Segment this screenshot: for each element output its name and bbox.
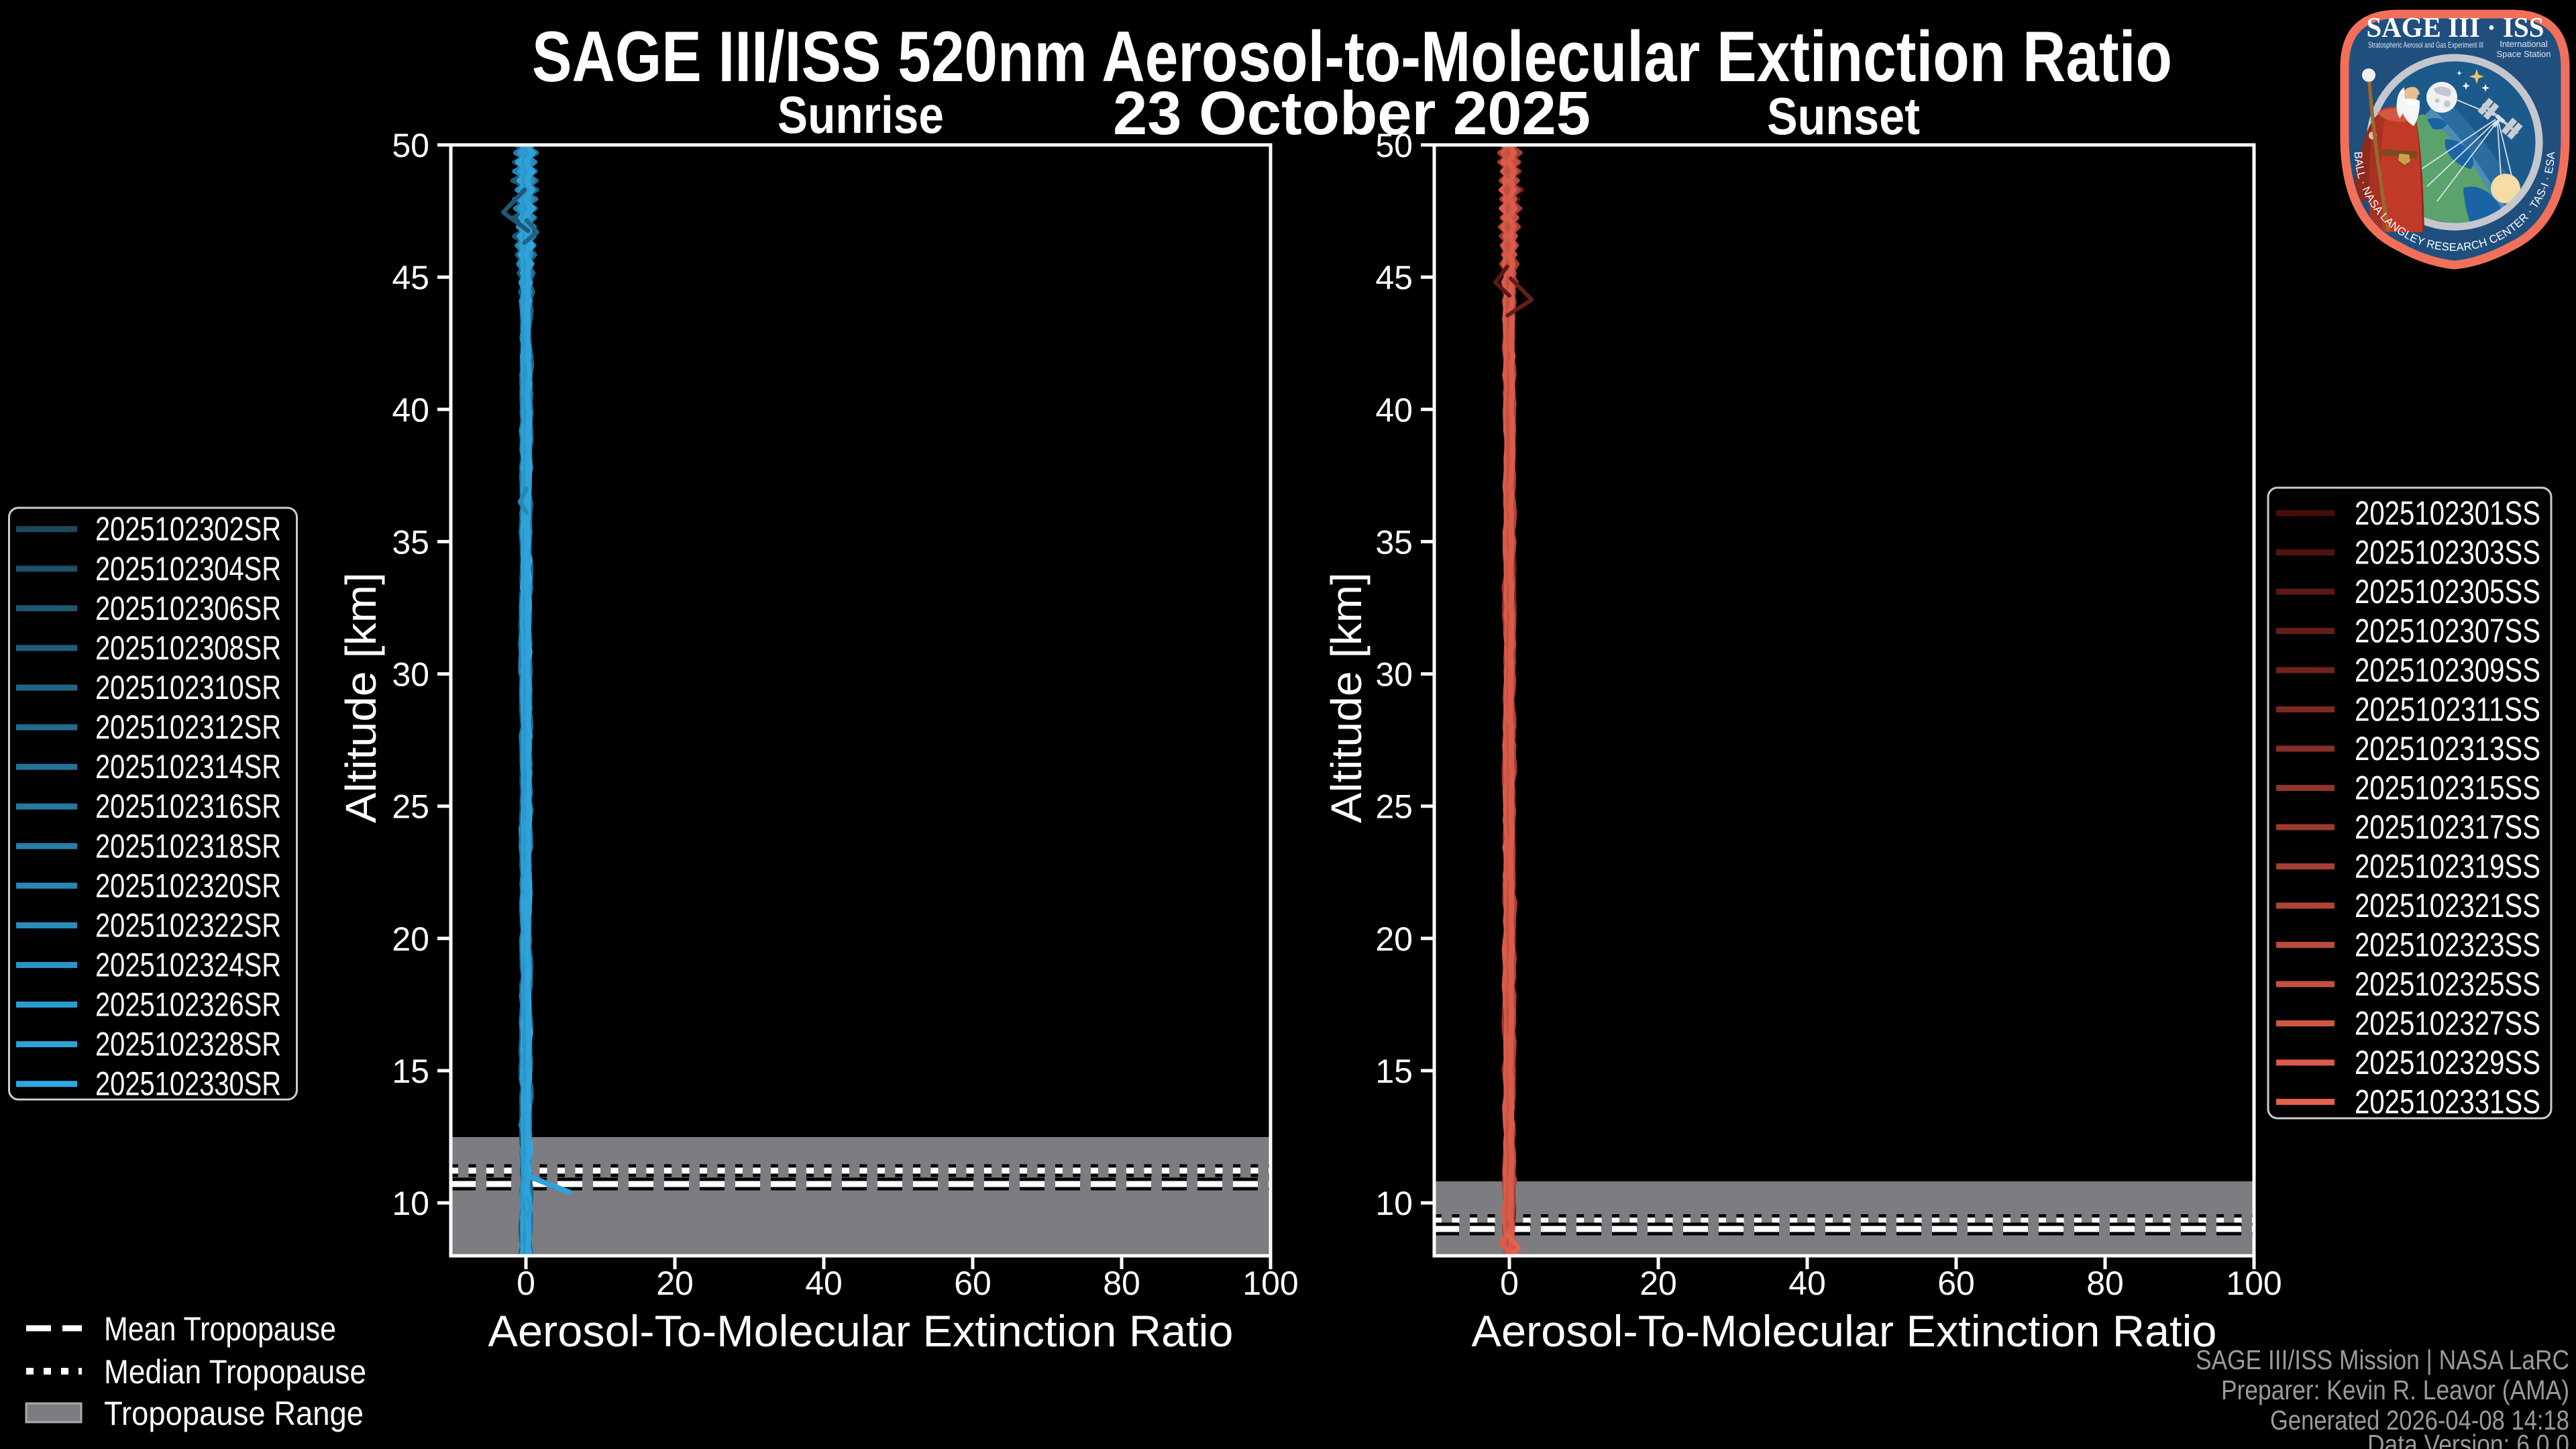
svg-text:50: 50: [1375, 127, 1413, 164]
svg-text:Altitude [km]: Altitude [km]: [1322, 572, 1371, 823]
svg-text:15: 15: [392, 1053, 429, 1090]
svg-text:2025102311SS: 2025102311SS: [2355, 691, 2540, 729]
svg-text:2025102313SS: 2025102313SS: [2355, 730, 2540, 767]
svg-text:40: 40: [1788, 1265, 1826, 1302]
svg-text:80: 80: [2086, 1265, 2124, 1302]
svg-text:40: 40: [1375, 391, 1413, 429]
svg-text:2025102323SS: 2025102323SS: [2355, 926, 2540, 964]
svg-text:2025102306SR: 2025102306SR: [95, 590, 281, 627]
svg-text:SAGE III · ISS: SAGE III · ISS: [2367, 13, 2544, 44]
svg-text:60: 60: [954, 1265, 991, 1302]
svg-text:Data Version: 6.0.0: Data Version: 6.0.0: [2367, 1429, 2569, 1449]
svg-text:2025102305SS: 2025102305SS: [2355, 573, 2540, 610]
svg-text:20: 20: [392, 920, 429, 958]
svg-text:Stratospheric Aerosol and Gas: Stratospheric Aerosol and Gas Experiment…: [2368, 40, 2483, 50]
svg-text:2025102309SS: 2025102309SS: [2355, 651, 2540, 689]
svg-text:Space Station: Space Station: [2497, 49, 2551, 59]
svg-text:40: 40: [392, 391, 429, 429]
svg-text:2025102315SS: 2025102315SS: [2355, 769, 2540, 807]
svg-text:2025102324SR: 2025102324SR: [95, 947, 281, 984]
svg-text:2025102329SS: 2025102329SS: [2355, 1044, 2540, 1081]
svg-text:2025102310SR: 2025102310SR: [95, 669, 281, 706]
svg-text:2025102302SR: 2025102302SR: [95, 511, 281, 548]
svg-text:80: 80: [1103, 1265, 1140, 1302]
svg-text:100: 100: [2226, 1265, 2282, 1302]
svg-text:2025102319SS: 2025102319SS: [2355, 848, 2540, 885]
svg-text:100: 100: [1242, 1265, 1298, 1302]
svg-text:20: 20: [656, 1265, 694, 1302]
svg-text:2025102322SR: 2025102322SR: [95, 906, 281, 944]
svg-text:25: 25: [392, 788, 429, 826]
svg-text:45: 45: [392, 259, 429, 297]
svg-text:2025102320SR: 2025102320SR: [95, 867, 281, 904]
svg-text:25: 25: [1375, 788, 1413, 826]
svg-text:2025102304SR: 2025102304SR: [95, 550, 281, 588]
svg-text:35: 35: [392, 523, 429, 561]
svg-text:2025102325SS: 2025102325SS: [2355, 965, 2540, 1003]
svg-text:Median Tropopause: Median Tropopause: [104, 1353, 366, 1391]
svg-text:2025102327SS: 2025102327SS: [2355, 1005, 2540, 1042]
svg-text:SAGE III/ISS Mission | NASA La: SAGE III/ISS Mission | NASA LaRC: [2196, 1344, 2569, 1375]
svg-text:Mean Tropopause: Mean Tropopause: [104, 1310, 336, 1348]
svg-text:SAGE III/ISS 520nm Aerosol-to-: SAGE III/ISS 520nm Aerosol-to-Molecular …: [532, 16, 2172, 97]
svg-text:20: 20: [1640, 1265, 1677, 1302]
svg-text:International: International: [2500, 39, 2548, 49]
svg-text:60: 60: [1937, 1265, 1975, 1302]
svg-text:2025102331SS: 2025102331SS: [2355, 1083, 2540, 1121]
svg-text:Sunset: Sunset: [1767, 87, 1920, 146]
svg-text:30: 30: [1375, 656, 1413, 694]
svg-text:2025102328SR: 2025102328SR: [95, 1026, 281, 1063]
svg-text:2025102314SR: 2025102314SR: [95, 748, 281, 786]
svg-text:Tropopause Range: Tropopause Range: [104, 1395, 364, 1432]
svg-text:2025102301SS: 2025102301SS: [2355, 494, 2540, 532]
svg-text:23 October 2025: 23 October 2025: [1113, 79, 1591, 148]
svg-text:35: 35: [1375, 523, 1413, 561]
svg-text:2025102317SS: 2025102317SS: [2355, 808, 2540, 846]
svg-text:Sunrise: Sunrise: [777, 85, 944, 144]
svg-text:2025102318SR: 2025102318SR: [95, 827, 281, 865]
svg-text:Altitude [km]: Altitude [km]: [337, 572, 385, 823]
svg-text:2025102303SS: 2025102303SS: [2355, 534, 2540, 572]
svg-text:Aerosol-To-Molecular Extinctio: Aerosol-To-Molecular Extinction Ratio: [488, 1306, 1234, 1356]
svg-text:2025102321SS: 2025102321SS: [2355, 887, 2540, 924]
svg-text:2025102312SR: 2025102312SR: [95, 708, 281, 746]
svg-text:30: 30: [392, 656, 429, 694]
svg-text:15: 15: [1375, 1053, 1413, 1090]
svg-text:0: 0: [517, 1265, 535, 1302]
svg-text:45: 45: [1375, 259, 1413, 297]
svg-text:2025102330SR: 2025102330SR: [95, 1065, 281, 1103]
svg-text:40: 40: [805, 1265, 843, 1302]
svg-text:Preparer: Kevin R. Leavor (AMA: Preparer: Kevin R. Leavor (AMA): [2221, 1375, 2569, 1405]
svg-text:2025102308SR: 2025102308SR: [95, 629, 281, 667]
svg-text:20: 20: [1375, 920, 1413, 958]
svg-text:2025102316SR: 2025102316SR: [95, 788, 281, 825]
svg-text:0: 0: [1500, 1265, 1519, 1302]
svg-text:50: 50: [392, 127, 429, 164]
svg-text:Generated 2026-04-08 14:18: Generated 2026-04-08 14:18: [2270, 1405, 2569, 1436]
svg-text:Aerosol-To-Molecular Extinctio: Aerosol-To-Molecular Extinction Ratio: [1472, 1306, 2217, 1356]
svg-text:10: 10: [1375, 1185, 1413, 1222]
svg-text:2025102307SS: 2025102307SS: [2355, 612, 2540, 650]
svg-text:10: 10: [392, 1185, 429, 1222]
svg-text:2025102326SR: 2025102326SR: [95, 986, 281, 1024]
